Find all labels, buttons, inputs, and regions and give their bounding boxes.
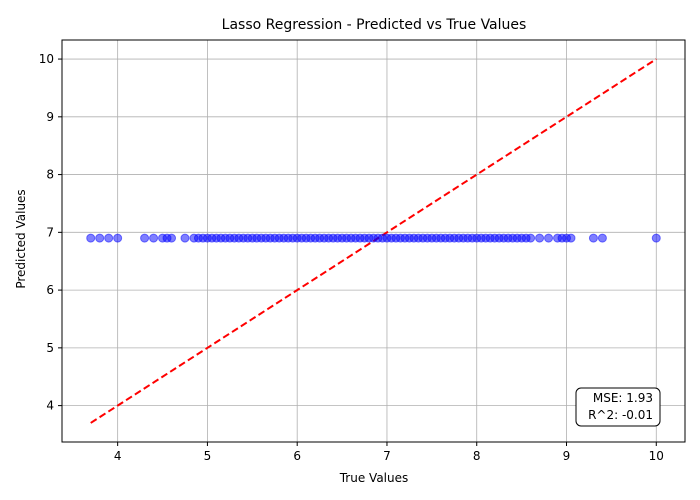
stats-box-frame	[575, 387, 661, 427]
data-point	[180, 233, 190, 243]
data-point	[526, 233, 536, 243]
x-tick-label: 5	[204, 449, 212, 463]
mse-text: MSE: 1.93	[593, 391, 653, 405]
data-point	[167, 233, 177, 243]
y-tick-label: 9	[46, 110, 54, 124]
x-tick-label: 9	[563, 449, 571, 463]
x-tick-label: 4	[114, 449, 122, 463]
y-tick-label: 10	[39, 52, 54, 66]
data-point	[149, 233, 159, 243]
data-point	[140, 233, 150, 243]
chart-title: Lasso Regression - Predicted vs True Val…	[222, 17, 527, 33]
points-layer	[86, 233, 661, 243]
y-tick-label: 4	[46, 399, 54, 413]
data-point	[597, 233, 607, 243]
data-point	[544, 233, 554, 243]
data-point	[566, 233, 576, 243]
data-point	[113, 233, 123, 243]
x-tick-label: 10	[649, 449, 664, 463]
x-tick-label: 7	[383, 449, 391, 463]
stats-box: MSE: 1.93 R^2: -0.01	[575, 387, 661, 427]
y-tick-label: 5	[46, 341, 54, 355]
data-point	[95, 233, 105, 243]
data-point	[535, 233, 545, 243]
y-tick-label: 6	[46, 283, 54, 297]
x-axis-ticks: 4 5 6 7 8 9 10	[114, 442, 664, 463]
data-point	[104, 233, 114, 243]
data-point	[588, 233, 598, 243]
y-tick-label: 8	[46, 168, 54, 182]
data-point	[651, 233, 661, 243]
plot-frame	[61, 39, 686, 443]
y-axis-ticks: 4 5 6 7 8 9 10	[39, 52, 62, 413]
x-tick-label: 8	[473, 449, 481, 463]
y-tick-label: 7	[46, 225, 54, 239]
r2-text: R^2: -0.01	[588, 408, 653, 422]
y-axis-label: Predicted Values	[14, 189, 28, 288]
x-tick-label: 6	[293, 449, 301, 463]
x-axis-label: True Values	[339, 471, 409, 485]
data-point	[86, 233, 96, 243]
